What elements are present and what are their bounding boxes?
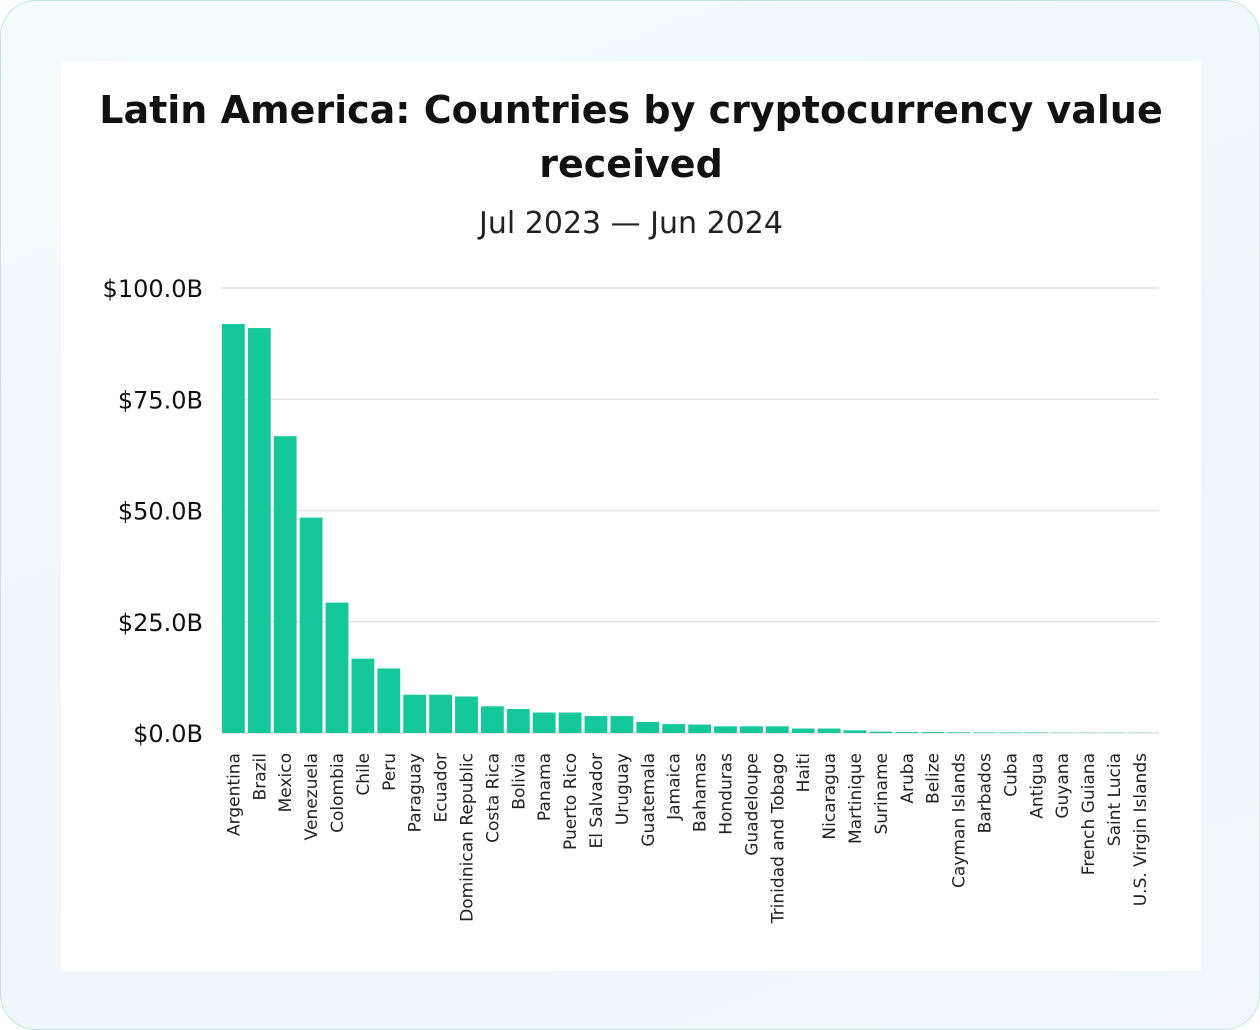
bar bbox=[610, 716, 634, 733]
bar bbox=[325, 602, 349, 733]
x-tick-label: Mexico bbox=[276, 753, 296, 812]
x-tick-label: Belize bbox=[924, 753, 944, 804]
bar bbox=[273, 436, 297, 733]
bar bbox=[584, 716, 608, 733]
bar bbox=[714, 726, 737, 733]
bar bbox=[947, 732, 970, 733]
y-axis-labels: $0.0B $25.0B $50.0B $75.0B $100.0B bbox=[103, 275, 203, 748]
bar bbox=[558, 712, 582, 733]
bar-chart: $0.0B $25.0B $50.0B $75.0B $100.0B Argentina… bbox=[103, 275, 1159, 924]
x-tick-label: Paraguay bbox=[406, 753, 426, 832]
y-tick-label: $25.0B bbox=[118, 609, 203, 637]
x-tick-label: Peru bbox=[380, 753, 400, 791]
bar bbox=[688, 724, 711, 733]
bar bbox=[817, 728, 841, 733]
bar bbox=[843, 730, 867, 733]
x-tick-label: Brazil bbox=[250, 753, 270, 800]
bar bbox=[299, 517, 323, 733]
bar bbox=[532, 712, 556, 733]
x-tick-label: Uruguay bbox=[613, 753, 633, 825]
x-tick-label: Aruba bbox=[898, 753, 918, 804]
y-tick-label: $100.0B bbox=[103, 275, 203, 303]
bar bbox=[377, 668, 401, 733]
y-tick-label: $0.0B bbox=[133, 720, 203, 748]
x-tick-label: Bahamas bbox=[691, 753, 711, 832]
bar bbox=[481, 706, 504, 733]
x-tick-label: Jamaica bbox=[665, 753, 685, 821]
x-tick-label: Guatemala bbox=[639, 753, 659, 847]
bar bbox=[403, 694, 427, 733]
x-tick-label: El Salvador bbox=[587, 753, 607, 848]
chart-card: Latin America: Countries by cryptocurren… bbox=[61, 61, 1201, 971]
x-tick-label: Venezuela bbox=[302, 753, 322, 840]
x-tick-label: Guyana bbox=[1053, 753, 1073, 819]
x-tick-label: Martinique bbox=[846, 753, 866, 844]
x-tick-label: Colombia bbox=[328, 753, 348, 833]
x-tick-label: U.S. Virgin Islands bbox=[1131, 753, 1151, 906]
bar bbox=[429, 694, 452, 733]
x-tick-label: Dominican Republic bbox=[458, 753, 478, 922]
bars bbox=[222, 324, 1152, 733]
x-tick-label: Saint Lucia bbox=[1105, 753, 1125, 846]
bar bbox=[636, 721, 660, 733]
x-tick-label: French Guiana bbox=[1079, 753, 1099, 875]
y-tick-label: $50.0B bbox=[118, 498, 203, 526]
x-tick-label: Puerto Rico bbox=[561, 753, 581, 850]
bar bbox=[895, 732, 919, 733]
x-axis-labels: Argentina Brazil Mexico Venezuela Colombia Ch… bbox=[224, 753, 1151, 924]
x-tick-label: Bolivia bbox=[509, 753, 529, 810]
bar bbox=[506, 708, 530, 733]
y-tick-label: $75.0B bbox=[118, 386, 203, 414]
x-tick-label: Ecuador bbox=[432, 753, 452, 822]
x-tick-label: Antigua bbox=[1027, 753, 1047, 819]
bar bbox=[765, 726, 789, 733]
x-tick-label: Cuba bbox=[1001, 753, 1021, 797]
bar bbox=[740, 726, 763, 733]
bar bbox=[921, 732, 945, 733]
x-tick-label: Suriname bbox=[872, 753, 892, 835]
bar bbox=[791, 728, 815, 733]
x-tick-label: Cayman Islands bbox=[950, 753, 970, 888]
x-tick-label: Barbados bbox=[976, 753, 996, 833]
x-tick-label: Nicaragua bbox=[820, 753, 840, 840]
x-tick-label: Trinidad and Tobago bbox=[768, 753, 788, 924]
x-tick-label: Honduras bbox=[717, 753, 737, 835]
bar bbox=[869, 731, 893, 733]
bar bbox=[247, 328, 271, 733]
x-tick-label: Costa Rica bbox=[483, 753, 503, 843]
bar bbox=[222, 324, 245, 733]
x-tick-label: Chile bbox=[354, 753, 374, 796]
x-tick-label: Haiti bbox=[794, 753, 814, 792]
bar bbox=[455, 696, 478, 733]
bar bbox=[351, 658, 375, 733]
chart-subtitle: Jul 2023 — Jun 2024 bbox=[479, 206, 783, 241]
x-tick-label: Guadeloupe bbox=[742, 753, 762, 856]
x-tick-label: Argentina bbox=[224, 753, 244, 836]
x-tick-label: Panama bbox=[535, 753, 555, 821]
chart-title: Latin America: Countries by cryptocurren… bbox=[99, 88, 1163, 186]
bar bbox=[662, 724, 686, 733]
